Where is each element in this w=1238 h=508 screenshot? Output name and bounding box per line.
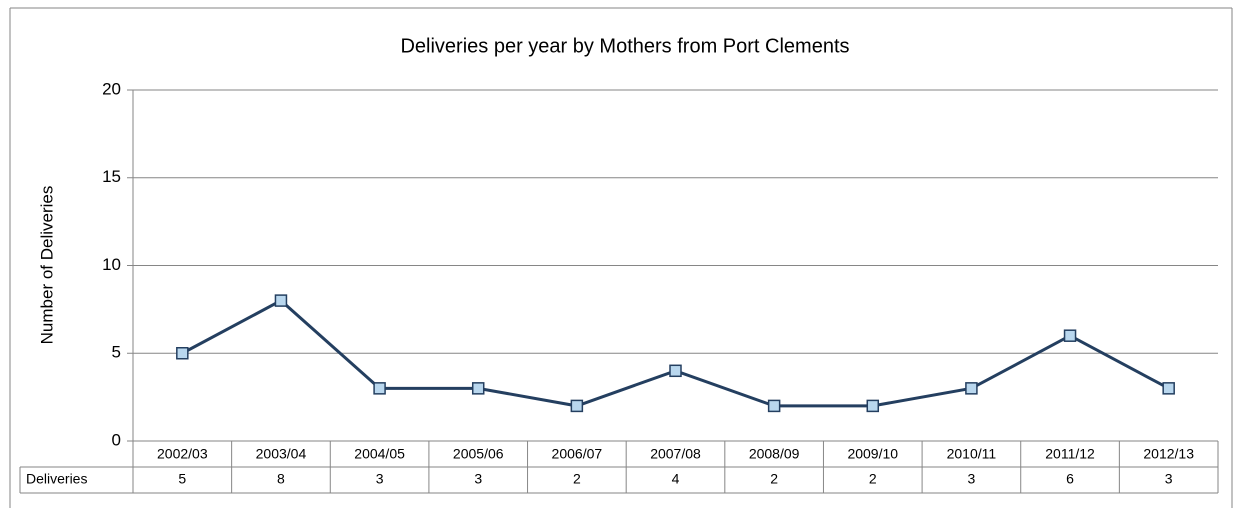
chart-title: Deliveries per year by Mothers from Port…	[400, 35, 849, 57]
x-tick-label: 2008/09	[749, 446, 800, 462]
marker	[669, 364, 682, 378]
table-value: 2	[770, 471, 778, 487]
table-value: 8	[277, 471, 285, 487]
table-value: 3	[474, 471, 482, 487]
x-tick-label: 2004/05	[354, 446, 405, 462]
x-tick-label: 2007/08	[650, 446, 701, 462]
table-value: 3	[376, 471, 384, 487]
x-tick-label: 2012/13	[1143, 446, 1194, 462]
marker	[767, 399, 781, 413]
y-axis-title: Number of Deliveries	[37, 186, 56, 345]
marker	[570, 399, 584, 413]
table-row-label: Deliveries	[26, 471, 87, 487]
table-value: 3	[1165, 471, 1173, 487]
y-tick-label: 20	[102, 79, 121, 98]
marker	[373, 382, 386, 395]
x-tick-label: 2006/07	[552, 446, 603, 462]
table-value: 6	[1066, 471, 1074, 487]
marker	[176, 347, 189, 360]
x-tick-label: 2005/06	[453, 446, 504, 462]
table-value: 2	[573, 471, 581, 487]
y-tick-label: 10	[102, 255, 121, 274]
x-tick-label: 2010/11	[947, 446, 997, 462]
marker	[866, 399, 880, 413]
marker	[471, 382, 485, 395]
x-tick-label: 2009/10	[847, 446, 898, 462]
table-value: 4	[672, 471, 680, 487]
x-tick-label: 2011/12	[1045, 446, 1095, 462]
marker	[965, 382, 978, 395]
table-value: 2	[869, 471, 877, 487]
y-tick-label: 0	[112, 430, 121, 449]
marker	[274, 294, 288, 307]
y-tick-label: 15	[102, 167, 121, 186]
y-tick-label: 5	[112, 343, 121, 362]
marker	[1063, 329, 1077, 342]
table-value: 5	[178, 471, 186, 487]
x-tick-label: 2002/03	[157, 446, 208, 462]
x-tick-label: 2003/04	[256, 446, 307, 462]
table-value: 3	[968, 471, 976, 487]
marker	[1162, 382, 1175, 395]
